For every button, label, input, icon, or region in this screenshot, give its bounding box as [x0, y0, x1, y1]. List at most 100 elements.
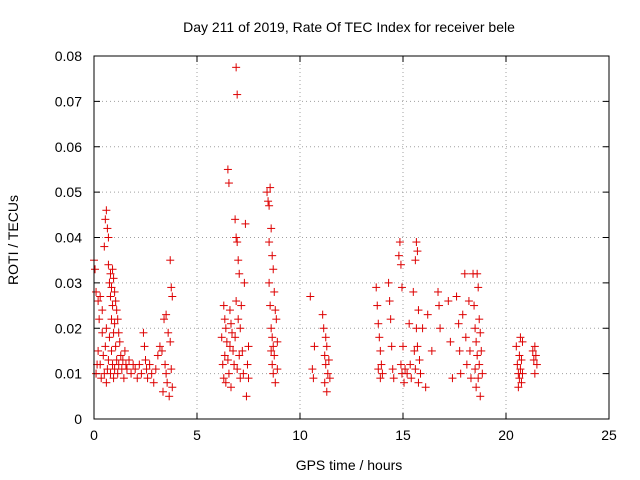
data-point: [104, 356, 113, 365]
y-tick-label: 0.02: [55, 320, 82, 336]
data-point: [141, 356, 150, 365]
data-point: [234, 315, 243, 324]
data-point: [411, 256, 420, 265]
data-point: [472, 337, 481, 346]
data-point: [139, 328, 148, 337]
data-point: [474, 374, 483, 383]
y-tick-label: 0: [74, 411, 82, 427]
data-point: [95, 315, 104, 324]
chart-title: Day 211 of 2019, Rate Of TEC Index for r…: [183, 19, 515, 35]
data-point: [160, 315, 169, 324]
data-point: [455, 346, 464, 355]
data-point: [321, 360, 330, 369]
data-point: [415, 356, 424, 365]
data-point: [387, 342, 396, 351]
data-point: [233, 238, 242, 247]
data-point: [236, 324, 245, 333]
data-point: [233, 90, 242, 99]
data-point: [466, 374, 475, 383]
data-point: [517, 356, 526, 365]
data-point: [267, 346, 276, 355]
data-point: [272, 315, 281, 324]
y-tick-label: 0.08: [55, 48, 82, 64]
data-point: [470, 301, 479, 310]
plot-frame: [93, 55, 610, 420]
data-point: [108, 265, 117, 274]
data-point: [320, 378, 329, 387]
data-point: [111, 342, 120, 351]
data-point: [405, 319, 414, 328]
data-point: [266, 301, 275, 310]
data-point: [268, 360, 277, 369]
data-point: [137, 369, 146, 378]
data-point: [105, 278, 114, 287]
data-point: [409, 287, 418, 296]
data-point: [265, 201, 274, 210]
data-point: [231, 215, 240, 224]
data-point: [161, 360, 170, 369]
data-point: [226, 319, 235, 328]
data-point: [221, 378, 230, 387]
data-point: [452, 292, 461, 301]
data-point: [530, 342, 539, 351]
data-point: [105, 333, 114, 342]
data-point: [399, 342, 407, 351]
data-point: [269, 369, 278, 378]
data-point: [168, 292, 177, 301]
data-point: [218, 360, 227, 369]
data-point: [243, 360, 252, 369]
data-point: [235, 269, 244, 278]
data-point: [435, 301, 444, 310]
data-point: [224, 179, 233, 188]
data-point: [113, 369, 122, 378]
data-point: [232, 233, 241, 242]
data-point: [465, 346, 474, 355]
data-point: [413, 342, 422, 351]
data-point: [308, 365, 317, 374]
data-point: [219, 301, 228, 310]
data-point: [217, 333, 226, 342]
data-point: [454, 319, 463, 328]
data-point: [264, 197, 273, 206]
data-point: [96, 292, 105, 301]
data-point: [143, 374, 152, 383]
y-tick-label: 0.05: [55, 184, 82, 200]
data-point: [92, 369, 101, 378]
data-point: [97, 374, 106, 383]
data-point: [165, 392, 174, 401]
data-point: [109, 374, 118, 383]
data-point: [145, 360, 154, 369]
data-point: [273, 337, 282, 346]
data-point: [244, 374, 253, 383]
data-point: [397, 283, 406, 292]
data-point: [268, 333, 277, 342]
data-point: [267, 224, 276, 233]
data-point: [318, 310, 327, 319]
data-point: [516, 365, 525, 374]
data-point: [155, 342, 164, 351]
grid: [94, 56, 609, 419]
data-point: [232, 63, 241, 72]
data-point: [153, 351, 162, 360]
data-point: [226, 383, 235, 392]
x-tick-label: 15: [395, 427, 411, 443]
x-tick-label: 5: [193, 427, 201, 443]
data-point: [471, 324, 480, 333]
data-point: [376, 374, 385, 383]
x-tick-label: 10: [292, 427, 308, 443]
data-point: [109, 274, 118, 283]
data-point: [416, 369, 425, 378]
data-point: [528, 346, 537, 355]
data-point: [515, 374, 524, 383]
data-point: [102, 378, 111, 387]
data-point: [269, 265, 278, 274]
data-point: [94, 346, 103, 355]
data-point: [266, 183, 275, 192]
data-point: [265, 238, 274, 247]
data-point: [111, 297, 120, 306]
data-point: [321, 333, 330, 342]
data-point: [471, 365, 480, 374]
data-point: [234, 256, 243, 265]
data-point: [396, 260, 405, 269]
data-point: [163, 378, 172, 387]
